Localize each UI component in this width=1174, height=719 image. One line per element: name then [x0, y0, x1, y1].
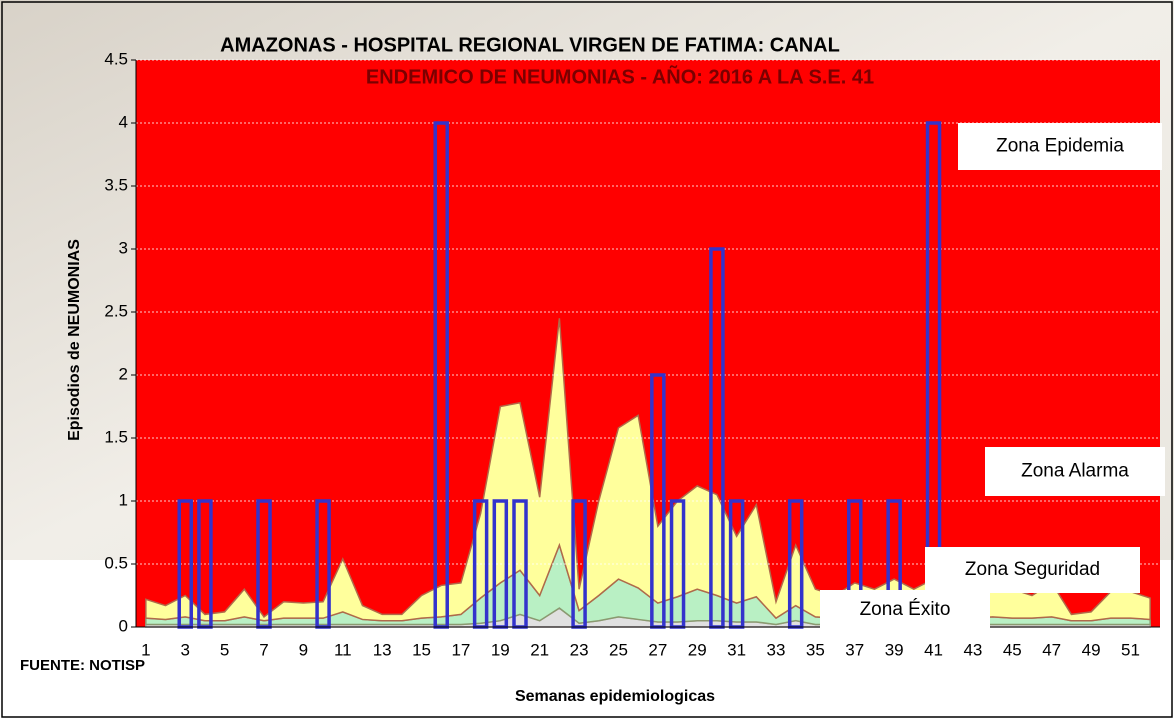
- x-tick-label: 17: [451, 640, 470, 659]
- zone-label: Zona Seguridad: [965, 559, 1100, 580]
- x-tick-label: 13: [373, 640, 392, 659]
- y-tick-label: 2.5: [104, 301, 128, 320]
- x-tick-label: 15: [412, 640, 431, 659]
- x-tick-label: 29: [688, 640, 707, 659]
- chart-subtitle: ENDEMICO DE NEUMONIAS - AÑO: 2016 A LA S…: [366, 65, 874, 88]
- zone-label: Zona Éxito: [860, 599, 951, 620]
- chart-title: AMAZONAS - HOSPITAL REGIONAL VIRGEN DE F…: [220, 34, 840, 56]
- y-tick-label: 3: [119, 238, 128, 257]
- x-tick-label: 27: [648, 640, 667, 659]
- y-tick-label: 0: [119, 616, 128, 635]
- x-tick-label: 45: [1003, 640, 1022, 659]
- x-tick-label: 31: [727, 640, 746, 659]
- x-tick-label: 35: [806, 640, 825, 659]
- x-tick-label: 25: [609, 640, 628, 659]
- x-tick-label: 49: [1082, 640, 1101, 659]
- y-tick-label: 1.5: [104, 427, 128, 446]
- x-tick-label: 7: [259, 640, 268, 659]
- x-tick-label: 47: [1042, 640, 1061, 659]
- x-tick-label: 1: [141, 640, 150, 659]
- zone-label: Zona Epidemia: [996, 136, 1124, 157]
- source-note: FUENTE: NOTISP: [20, 657, 145, 674]
- x-axis-title: Semanas epidemiologicas: [515, 688, 715, 705]
- x-tick-label: 51: [1121, 640, 1140, 659]
- zone-label: Zona Alarma: [1021, 461, 1129, 482]
- x-tick-label: 5: [220, 640, 229, 659]
- x-tick-label: 23: [570, 640, 589, 659]
- y-tick-label: 1: [119, 490, 128, 509]
- x-tick-label: 11: [334, 640, 352, 659]
- y-tick-label: 4: [119, 112, 128, 131]
- y-tick-label: 4.5: [104, 49, 128, 68]
- x-tick-label: 33: [767, 640, 786, 659]
- x-tick-label: 21: [530, 640, 549, 659]
- x-tick-label: 37: [845, 640, 864, 659]
- x-tick-label: 39: [885, 640, 904, 659]
- y-tick-label: 0.5: [104, 553, 128, 572]
- x-tick-label: 9: [299, 640, 308, 659]
- y-axis-title: Episodios de NEUMONIAS: [66, 239, 83, 441]
- y-tick-label: 2: [119, 364, 128, 383]
- y-tick-label: 3.5: [104, 175, 128, 194]
- x-tick-label: 43: [963, 640, 982, 659]
- x-tick-label: 41: [924, 640, 943, 659]
- x-tick-label: 3: [180, 640, 189, 659]
- chart: AMAZONAS - HOSPITAL REGIONAL VIRGEN DE F…: [0, 0, 1174, 719]
- x-tick-label: 19: [491, 640, 510, 659]
